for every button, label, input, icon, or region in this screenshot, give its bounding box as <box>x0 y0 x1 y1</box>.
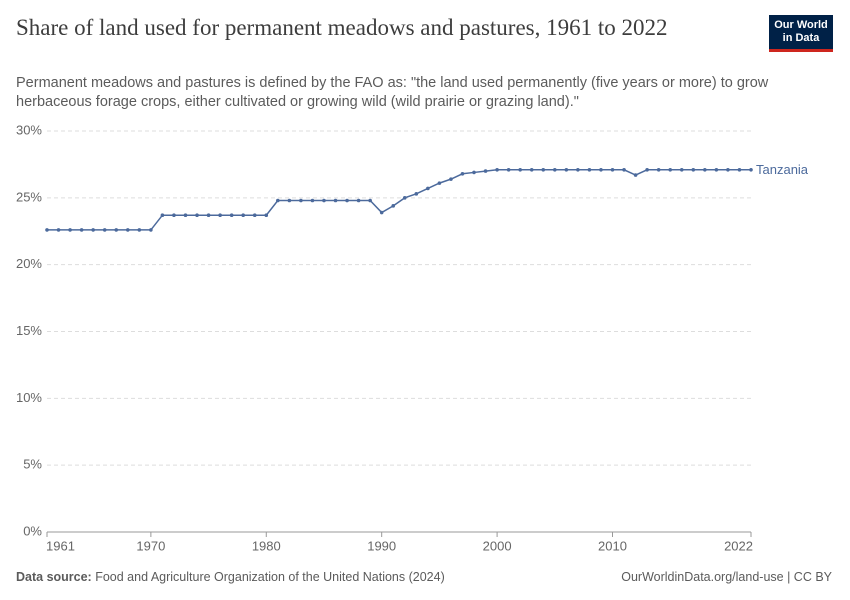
point <box>483 169 488 173</box>
point <box>91 228 95 232</box>
point <box>541 167 546 172</box>
point <box>160 213 165 218</box>
point <box>299 198 303 203</box>
point <box>287 198 292 203</box>
point <box>564 167 569 172</box>
logo-line: in Data <box>782 32 820 44</box>
point <box>264 213 269 218</box>
point <box>599 167 603 172</box>
point <box>391 204 396 208</box>
x-tick-label: 2010 <box>598 538 627 553</box>
footer-source: Data source: Food and Agriculture Organi… <box>16 570 445 584</box>
y-tick-label: 0% <box>23 523 42 538</box>
point <box>714 167 719 172</box>
point <box>229 213 234 218</box>
y-tick-label: 20% <box>16 256 42 271</box>
source[interactable]: Food and Agriculture Organization of the… <box>95 570 445 584</box>
point <box>437 181 442 185</box>
point <box>610 167 615 172</box>
point <box>183 213 188 218</box>
point <box>518 167 522 172</box>
point <box>195 213 199 218</box>
source-label: Data source: <box>16 570 92 584</box>
point <box>56 228 61 232</box>
point <box>333 198 338 203</box>
point <box>749 167 753 172</box>
point <box>379 210 384 215</box>
point <box>449 177 453 181</box>
point <box>241 213 245 218</box>
x-tick-label: 1990 <box>367 538 396 553</box>
point <box>529 167 534 172</box>
point <box>506 167 511 172</box>
point <box>576 167 580 172</box>
point <box>622 167 626 172</box>
series-label: Tanzania <box>756 162 809 177</box>
line <box>47 169 751 231</box>
point <box>460 171 465 176</box>
point <box>137 228 142 232</box>
point <box>345 198 349 203</box>
point <box>587 167 592 172</box>
point <box>68 228 72 232</box>
point <box>322 198 326 203</box>
point <box>368 198 372 203</box>
point <box>172 213 176 218</box>
point <box>726 167 730 172</box>
point <box>402 196 407 200</box>
point <box>356 198 361 203</box>
point <box>206 213 211 218</box>
point <box>633 173 638 177</box>
point <box>645 167 649 172</box>
point <box>703 167 707 172</box>
point <box>218 213 222 218</box>
point <box>252 213 257 218</box>
point <box>668 167 673 172</box>
logo[interactable]: Our World in Data <box>769 15 833 52</box>
point <box>656 167 661 172</box>
point <box>426 186 430 191</box>
point <box>691 167 696 172</box>
point <box>679 167 684 172</box>
point <box>79 228 84 232</box>
y-tick-label: 30% <box>16 122 42 137</box>
x-tick-label: 1961 <box>46 538 75 553</box>
y-tick-label: 15% <box>16 323 42 338</box>
point <box>737 167 742 172</box>
point <box>472 170 476 175</box>
point <box>102 228 107 232</box>
chart-subtitle: Permanent meadows and pastures is define… <box>16 75 769 110</box>
footer-link[interactable]: OurWorldinData.org/land-use | CC BY <box>621 570 832 584</box>
point <box>276 198 280 203</box>
logo-line: Our World <box>774 19 828 31</box>
x-tick-label: 2000 <box>483 538 512 553</box>
point <box>125 228 130 232</box>
point <box>495 167 499 172</box>
point <box>553 167 557 172</box>
point <box>114 228 119 232</box>
y-tick-label: 10% <box>16 390 42 405</box>
point <box>45 228 49 232</box>
point <box>149 228 153 232</box>
x-tick-label: 1970 <box>136 538 165 553</box>
y-tick-label: 25% <box>16 189 42 204</box>
y-tick-label: 5% <box>23 457 42 472</box>
x-tick-label: 1980 <box>252 538 281 553</box>
point <box>310 198 315 203</box>
x-tick-label: 2022 <box>724 538 753 553</box>
point <box>414 192 419 196</box>
chart-title: Share of land used for permanent meadows… <box>16 15 668 40</box>
